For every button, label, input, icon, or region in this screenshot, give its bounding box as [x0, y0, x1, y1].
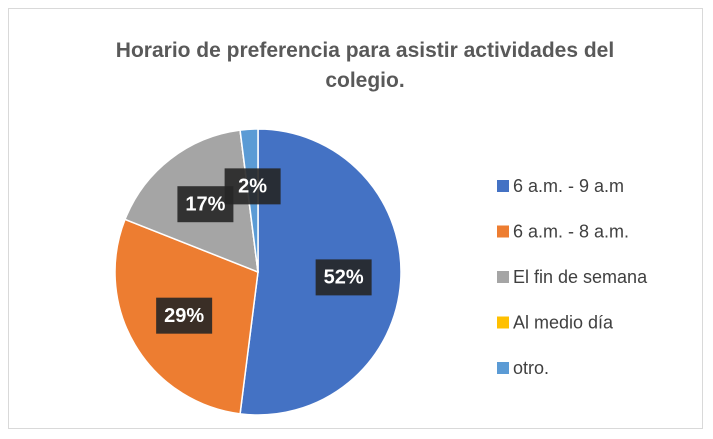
value-label-box [177, 186, 234, 223]
value-label: 29% [164, 305, 204, 327]
chart-frame [8, 8, 703, 429]
legend-swatch [497, 362, 509, 374]
legend-label: 6 a.m. - 8 a.m. [513, 221, 629, 241]
legend-label: otro. [513, 358, 549, 378]
legend-swatch [497, 225, 509, 238]
legend-label: El fin de semana [513, 267, 648, 287]
legend-swatch [497, 271, 509, 283]
value-label: 2% [238, 176, 267, 198]
value-label-box [156, 297, 213, 334]
value-label: 17% [185, 193, 225, 215]
chart-title: Horario de preferencia para asistir acti… [115, 39, 626, 92]
legend-label: 6 a.m. - 9 a.m [513, 176, 624, 196]
legend-label: Al medio día [513, 312, 614, 332]
legend-swatch [497, 180, 509, 192]
legend-swatch [497, 316, 509, 329]
value-label-box [315, 259, 372, 296]
value-label-box [224, 168, 281, 205]
value-label: 52% [324, 267, 364, 289]
